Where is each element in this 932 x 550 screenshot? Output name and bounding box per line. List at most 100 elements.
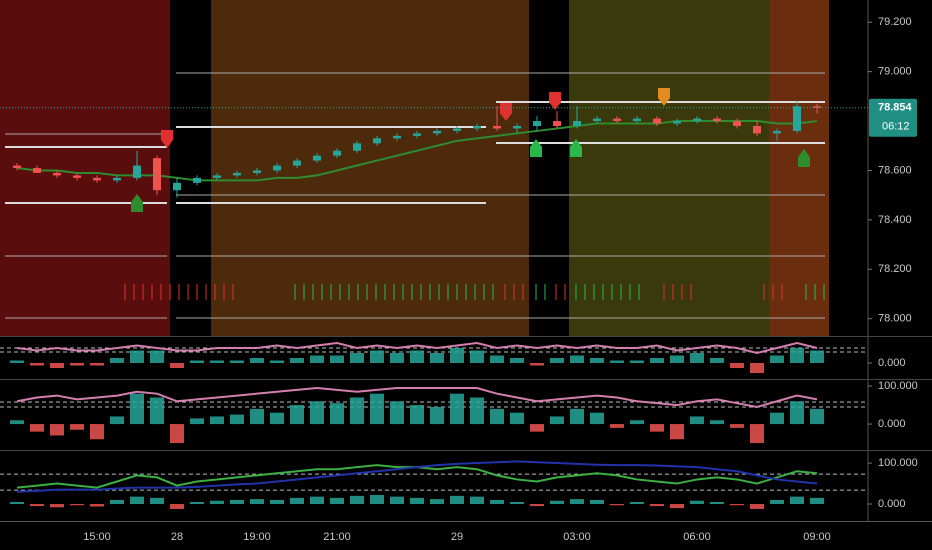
candle-body: [433, 130, 441, 134]
histogram-bar: [410, 405, 424, 425]
histogram-bar: [370, 350, 384, 363]
histogram-bar: [330, 403, 344, 425]
indicator-line: [16, 120, 818, 182]
histogram-bar: [190, 418, 204, 425]
candle-body: [553, 121, 561, 126]
candle-body: [493, 126, 501, 129]
histogram-bar: [510, 501, 524, 505]
candle-body: [813, 106, 821, 108]
histogram-bar: [590, 412, 604, 425]
histogram-bar: [670, 355, 684, 363]
histogram-bar: [490, 355, 504, 363]
histogram-bar: [670, 424, 684, 440]
histogram-bar: [190, 501, 204, 505]
histogram-bar: [470, 496, 484, 505]
histogram-bar: [250, 408, 264, 425]
histogram-bar: [190, 360, 204, 363]
candle-body: [273, 165, 281, 171]
histogram-bar: [90, 424, 104, 440]
candle-body: [213, 175, 221, 178]
y-tick-label: 100.000: [878, 457, 918, 469]
histogram-bar: [170, 363, 184, 368]
histogram-bar: [450, 495, 464, 505]
histogram-bar: [770, 499, 784, 505]
candle-body: [333, 150, 341, 156]
histogram-bar: [610, 360, 624, 363]
histogram-bar: [130, 350, 144, 363]
candle-body: [593, 118, 601, 122]
candle-body: [53, 172, 61, 176]
histogram-bar: [50, 424, 64, 436]
histogram-bar: [410, 497, 424, 505]
histogram-bar: [330, 355, 344, 363]
histogram-bar: [750, 504, 764, 509]
histogram-bar: [90, 504, 104, 507]
histogram-bar: [790, 348, 804, 363]
candle-body: [633, 118, 641, 122]
histogram-bar: [510, 358, 524, 363]
countdown-label: 06:12: [882, 121, 910, 133]
histogram-bar: [10, 501, 24, 505]
candle-body: [693, 118, 701, 122]
histogram-bar: [730, 424, 744, 428]
indicator-line: [16, 341, 818, 355]
x-tick-label: 06:00: [683, 531, 711, 543]
price-label-box: [869, 98, 917, 137]
candle-body: [233, 172, 241, 176]
histogram-bar: [230, 360, 244, 363]
range-lines: [5, 101, 825, 204]
histogram-bar: [430, 499, 444, 505]
histogram-bar: [210, 416, 224, 425]
histogram-bar: [770, 355, 784, 363]
x-tick-label: 21:00: [323, 531, 351, 543]
histogram-bar: [310, 401, 324, 425]
candle-body: [173, 182, 181, 191]
histogram-bar: [370, 393, 384, 425]
histogram-bar: [290, 497, 304, 505]
candle-body: [373, 138, 381, 144]
x-tick-label: 28: [171, 531, 183, 543]
histogram-bar: [70, 504, 84, 506]
signal-arrows: [124, 284, 825, 300]
histogram-bar: [590, 499, 604, 505]
y-tick-label: 79.000: [878, 66, 912, 78]
histogram-bar: [670, 504, 684, 509]
histogram-bar: [470, 397, 484, 425]
histogram-bar: [30, 424, 44, 432]
candle-body: [453, 128, 461, 131]
histogram-bar: [750, 424, 764, 444]
histogram-bar: [630, 420, 644, 425]
histogram-bar: [470, 350, 484, 363]
histogram-bar: [430, 353, 444, 363]
histogram-bar: [90, 363, 104, 366]
histogram-bar: [570, 355, 584, 363]
candle-body: [733, 121, 741, 126]
session-band: [211, 0, 529, 336]
signal-flags: [131, 88, 810, 212]
candle-body: [413, 133, 421, 136]
candle-body: [93, 177, 101, 181]
candle-body: [473, 126, 481, 129]
histogram-bar: [270, 412, 284, 425]
histogram-bar: [590, 358, 604, 363]
histogram-bar: [650, 504, 664, 507]
histogram-bar: [290, 358, 304, 363]
histogram-bar: [450, 348, 464, 363]
candle-body: [33, 168, 41, 173]
histogram-bar: [150, 350, 164, 363]
histogram-bar: [170, 504, 184, 509]
histogram-bar: [210, 500, 224, 505]
histogram-bar: [810, 408, 824, 425]
x-tick-label: 09:00: [803, 531, 831, 543]
candle-body: [13, 165, 21, 168]
y-tick-label: 78.600: [878, 164, 912, 176]
histogram-bar: [630, 501, 644, 505]
histogram-bar: [70, 424, 84, 430]
histogram-bar: [530, 424, 544, 432]
candle-body: [773, 130, 781, 134]
histogram-bar: [310, 496, 324, 505]
histogram-bar: [530, 504, 544, 507]
y-tick-label: 0.000: [878, 418, 906, 430]
